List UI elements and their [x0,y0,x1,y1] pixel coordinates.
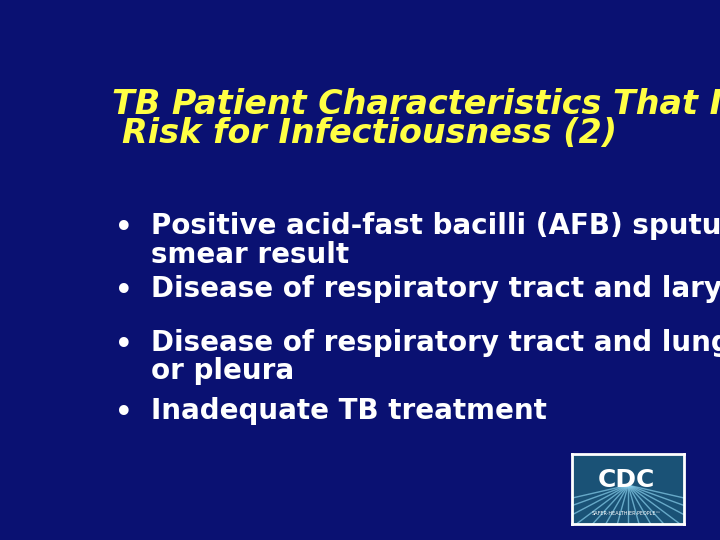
Text: •: • [114,212,133,245]
Text: Risk for Infectiousness (2): Risk for Infectiousness (2) [122,117,616,150]
Text: Disease of respiratory tract and lung: Disease of respiratory tract and lung [151,329,720,357]
Text: or pleura: or pleura [151,357,294,385]
Text: Positive acid-fast bacilli (AFB) sputum: Positive acid-fast bacilli (AFB) sputum [151,212,720,240]
Text: •: • [114,329,133,362]
Text: CDC: CDC [598,468,654,492]
Text: Inadequate TB treatment: Inadequate TB treatment [151,397,547,426]
Text: smear result: smear result [151,241,349,269]
Text: TB Patient Characteristics That Increase: TB Patient Characteristics That Increase [112,88,720,121]
Text: SAFER·HEALTHIER·PEOPLE™: SAFER·HEALTHIER·PEOPLE™ [591,511,661,516]
Text: •: • [114,275,133,308]
Text: •: • [114,397,133,430]
Text: Disease of respiratory tract and larynx: Disease of respiratory tract and larynx [151,275,720,303]
